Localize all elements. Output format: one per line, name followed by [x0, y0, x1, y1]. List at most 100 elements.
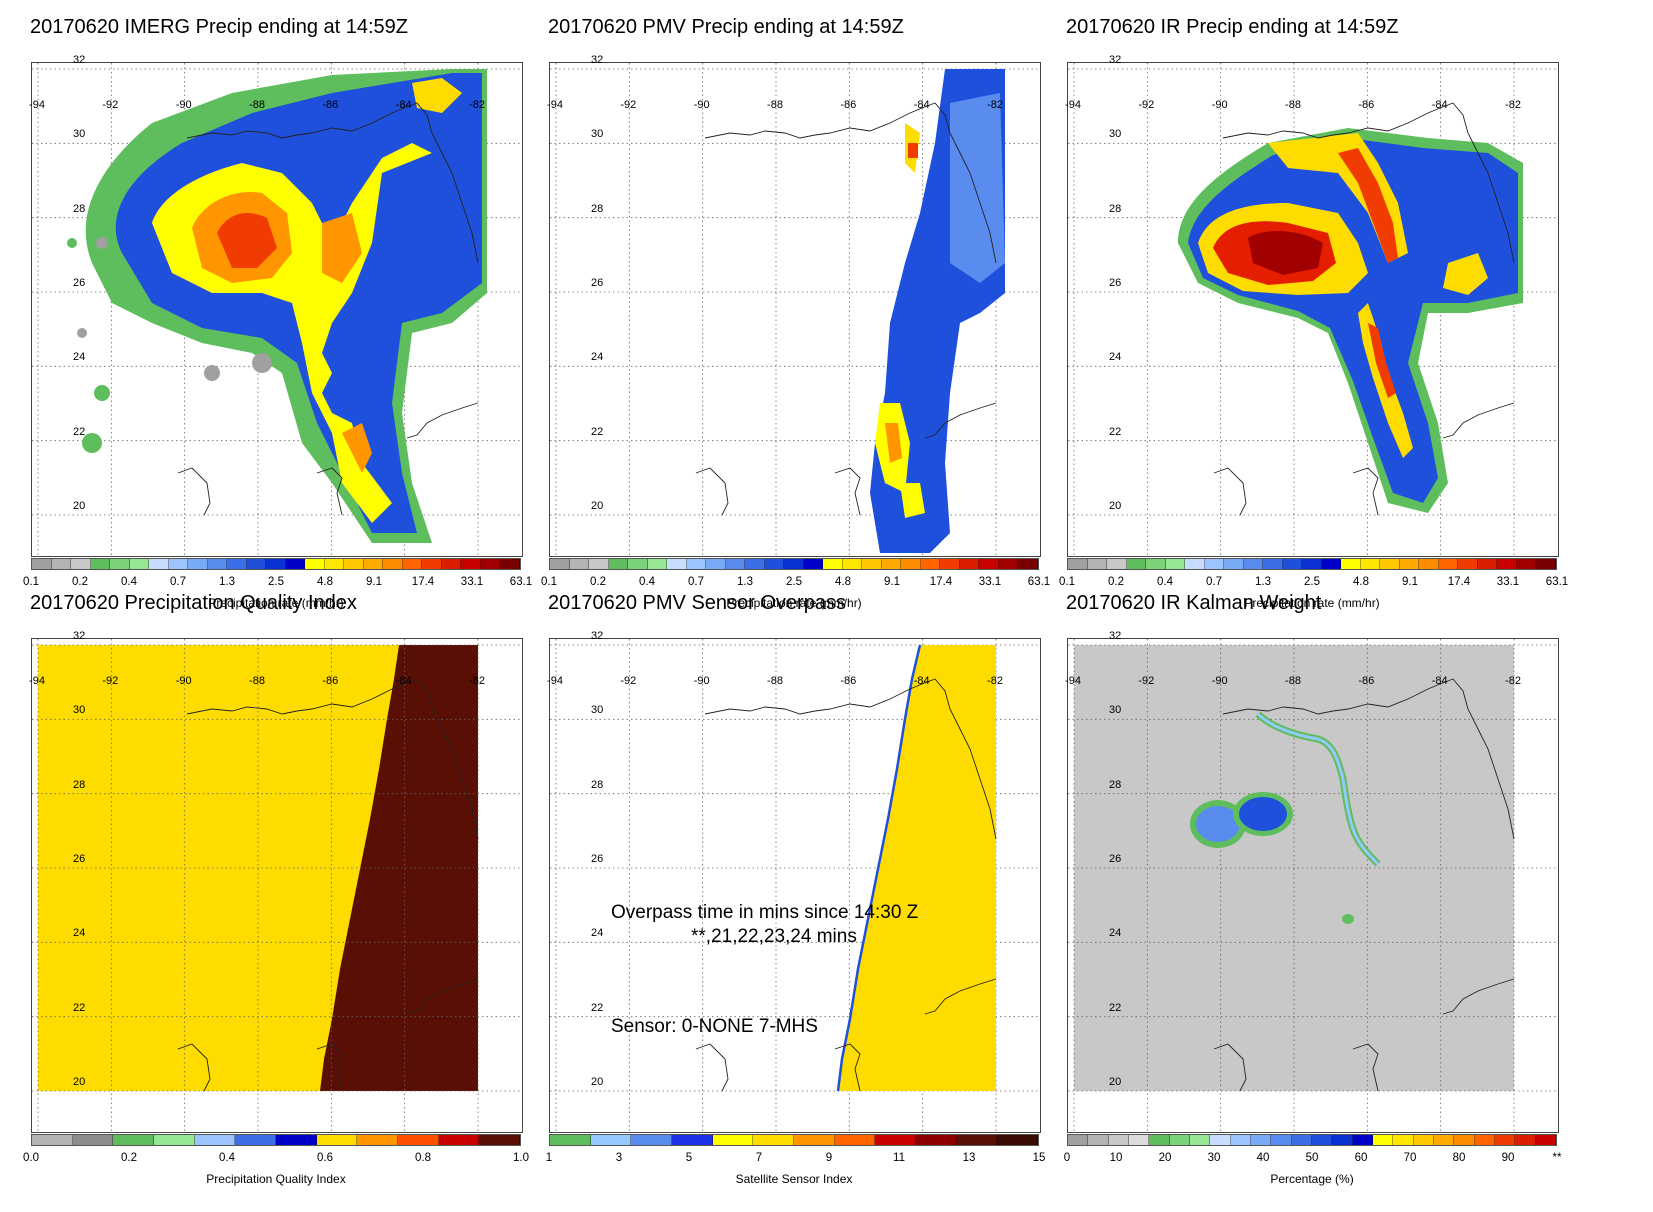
colorbar-cell: [881, 559, 902, 569]
lat-label: 28: [591, 202, 604, 215]
lat-label: 28: [1109, 778, 1122, 791]
lon-label: -84: [913, 99, 930, 111]
lat-label: 20: [591, 500, 604, 512]
colorbar-label: Precipitation rate (mm/hr): [726, 596, 862, 610]
lat-label: 24: [73, 927, 86, 940]
colorbar-cell: [959, 559, 980, 569]
colorbar-tick-label: 50: [1305, 1152, 1319, 1164]
colorbar-cell: [1352, 1135, 1373, 1145]
map-canvas: [550, 63, 1040, 556]
colorbar-cell: [500, 559, 520, 569]
colorbar-cell: [1128, 1135, 1150, 1145]
lon-label: -88: [767, 99, 783, 111]
colorbar-cell: [1282, 559, 1303, 569]
colorbar: [1067, 558, 1557, 570]
colorbar-tick-label: 0.4: [219, 1152, 235, 1164]
lon-label: -82: [469, 99, 485, 111]
kalman-map: [1067, 638, 1559, 1133]
lon-label: -86: [322, 675, 339, 687]
lat-label: 24: [591, 351, 604, 364]
lon-label: -82: [987, 675, 1003, 687]
colorbar: [549, 558, 1039, 570]
colorbar-tick-label: 13: [962, 1152, 976, 1164]
colorbar-tick-label: 20: [1158, 1152, 1172, 1164]
colorbar-cell: [764, 559, 785, 569]
colorbar-tick-label: 0.8: [415, 1152, 431, 1164]
colorbar-cell: [357, 1135, 399, 1145]
colorbar-label: Percentage (%): [1270, 1172, 1354, 1186]
lat-label: 28: [73, 202, 86, 215]
colorbar-cell: [1535, 1135, 1556, 1145]
lat-label: 26: [591, 853, 604, 865]
colorbar: [1067, 1134, 1557, 1146]
lon-label: -92: [620, 99, 637, 111]
colorbar-label: Satellite Sensor Index: [735, 1172, 853, 1186]
panel-title: 20170620 PMV Sensor Overpass: [548, 592, 846, 614]
lon-label: -82: [1505, 99, 1521, 111]
colorbar-tick-label: 17.4: [1447, 576, 1471, 588]
colorbar-ticks: 0 10 20 30 40 50 60 70 80 90 **: [1064, 1152, 1562, 1166]
colorbar-cell: [1087, 559, 1108, 569]
panel-imerg-precip: 20170620 IMERG Precip ending at 14:59Z: [23, 10, 575, 610]
colorbar-tick-label: 11: [893, 1152, 905, 1164]
colorbar: [31, 1134, 521, 1146]
colorbar-cell: [422, 559, 442, 569]
colorbar-tick-label: 1.3: [219, 576, 235, 588]
colorbar: [31, 558, 521, 570]
colorbar-tick-label: 33.1: [978, 576, 1002, 588]
colorbar-tick-label: 60: [1354, 1152, 1368, 1164]
colorbar-cell: [1332, 1135, 1353, 1145]
colorbar-cell: [1419, 559, 1439, 569]
colorbar-cell: [901, 559, 921, 569]
lat-label: 22: [591, 1001, 604, 1014]
lat-label: 24: [73, 351, 86, 364]
colorbar-cell: [266, 559, 286, 569]
lat-label: 24: [1109, 927, 1122, 940]
lat-label: 32: [1109, 54, 1122, 66]
lon-label: -88: [249, 99, 265, 111]
lat-label: 26: [1109, 853, 1122, 865]
colorbar-tick-label: 5: [685, 1152, 693, 1164]
lat-label: 30: [73, 128, 86, 141]
colorbar-cell: [803, 559, 824, 569]
colorbar-cell: [480, 559, 501, 569]
colorbar-cell: [1438, 559, 1459, 569]
colorbar-cell: [940, 559, 960, 569]
colorbar-cell: [608, 559, 629, 569]
lon-label: -94: [1065, 675, 1081, 687]
colorbar-tick-label: 0.1: [1059, 576, 1075, 588]
lat-label: 26: [73, 853, 86, 865]
colorbar-cell: [1433, 1135, 1455, 1145]
lon-label: -90: [693, 675, 710, 687]
colorbar-cell: [569, 559, 590, 569]
colorbar-cell: [168, 559, 189, 569]
colorbar-cell: [745, 559, 765, 569]
lat-label: 22: [73, 425, 86, 438]
overpass-minutes: **,21,22,23,24 mins: [691, 926, 857, 947]
colorbar-tick-label: 0.2: [590, 576, 606, 588]
colorbar-cell: [32, 559, 52, 569]
lon-label: -84: [1431, 99, 1448, 111]
lat-label: 30: [591, 128, 604, 141]
colorbar-tick-label: 63.1: [509, 576, 533, 588]
colorbar-cell: [383, 559, 403, 569]
colorbar-cell: [1458, 559, 1478, 569]
colorbar-tick-label: 70: [1403, 1152, 1417, 1164]
colorbar-cell: [590, 1135, 632, 1145]
colorbar-tick-label: 0.7: [688, 576, 704, 588]
colorbar-cell: [1474, 1135, 1495, 1145]
lat-label: 30: [591, 704, 604, 717]
colorbar-cell: [285, 559, 306, 569]
lon-label: -92: [1138, 675, 1155, 687]
precip-map: [1067, 62, 1559, 557]
colorbar-cell: [324, 559, 345, 569]
colorbar-cell: [1149, 1135, 1170, 1145]
colorbar-cell: [188, 559, 208, 569]
lat-label: 30: [73, 704, 86, 717]
colorbar: [549, 1134, 1039, 1146]
lon-label: -86: [840, 675, 857, 687]
map-canvas: [32, 639, 522, 1132]
colorbar-cell: [1515, 1135, 1536, 1145]
colorbar-cell: [997, 1135, 1039, 1145]
colorbar-cell: [1189, 1135, 1211, 1145]
